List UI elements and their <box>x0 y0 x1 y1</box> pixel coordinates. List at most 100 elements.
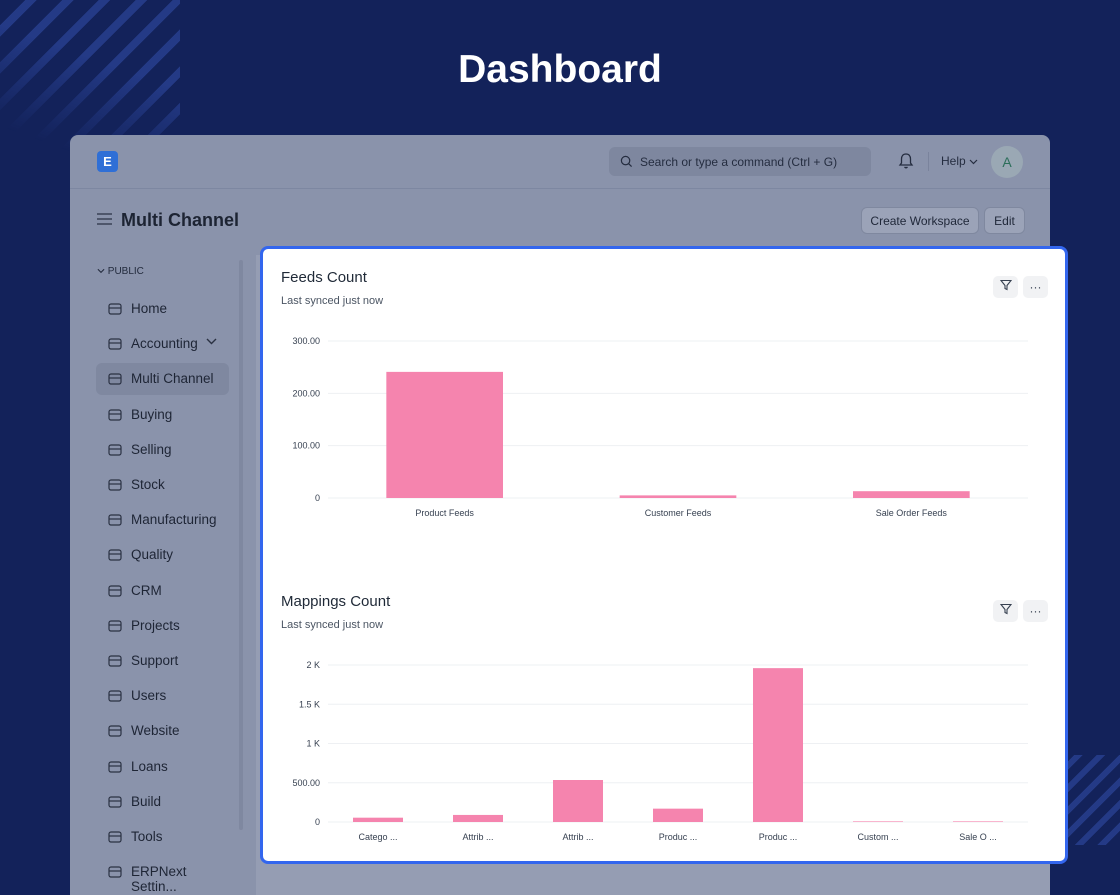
folder-icon <box>108 620 122 632</box>
hamburger-menu-icon[interactable] <box>97 213 112 225</box>
settings-icon <box>108 866 122 878</box>
crm-icon <box>108 584 122 597</box>
app-logo[interactable]: E <box>97 151 118 172</box>
sidebar-item[interactable]: Users <box>96 680 229 712</box>
x-tick-label: Customer Feeds <box>645 508 712 518</box>
navbar: E Search or type a command (Ctrl + G) He… <box>70 135 1050 189</box>
x-tick-label: Attrib ... <box>462 832 493 842</box>
bar[interactable] <box>753 668 803 822</box>
sidebar-item-label: Multi Channel <box>131 371 214 387</box>
sidebar-item-label: Support <box>131 653 179 668</box>
sidebar-item[interactable]: Website <box>96 715 229 747</box>
chevron-down-icon <box>969 159 978 165</box>
search-input[interactable]: Search or type a command (Ctrl + G) <box>609 147 871 176</box>
decorative-stripes <box>1060 755 1120 845</box>
sidebar-section-public[interactable]: PUBLIC <box>97 266 144 277</box>
filter-button[interactable] <box>993 276 1018 298</box>
card-subtitle: Last synced just now <box>281 295 384 307</box>
page-title: Multi Channel <box>121 210 239 230</box>
filter-icon <box>999 603 1012 615</box>
more-options-button[interactable]: ··· <box>1023 600 1048 622</box>
y-tick-label: 200.00 <box>292 388 320 398</box>
sidebar-item[interactable]: Build <box>96 786 229 818</box>
bar[interactable] <box>386 371 503 498</box>
notification-bell-icon[interactable] <box>898 152 914 170</box>
sidebar-item-label: Loans <box>131 758 168 774</box>
tools-icon <box>108 831 122 843</box>
bar[interactable] <box>353 817 403 822</box>
sidebar-scrollbar[interactable] <box>239 260 243 830</box>
chevron-down-icon <box>97 268 105 274</box>
sidebar-item-label: CRM <box>131 582 162 598</box>
bar[interactable] <box>619 495 737 498</box>
more-icon: ··· <box>1029 280 1042 294</box>
y-tick-label: 2 K <box>306 660 320 670</box>
bar[interactable] <box>953 821 1003 822</box>
create-workspace-button[interactable]: Create Workspace <box>861 207 979 234</box>
bar[interactable] <box>653 808 703 822</box>
sidebar-item[interactable]: Stock <box>96 469 229 501</box>
sidebar-item[interactable]: Multi Channel <box>96 363 229 396</box>
sidebar-item-label: Tools <box>131 829 163 844</box>
x-tick-label: Produc ... <box>759 832 798 842</box>
hero-title: Dashboard <box>458 48 662 91</box>
sidebar-section-label: PUBLIC <box>107 266 144 277</box>
x-tick-label: Catego ... <box>358 832 397 842</box>
sidebar-item[interactable]: Selling <box>96 434 229 466</box>
x-tick-label: Product Feeds <box>415 508 474 518</box>
x-tick-label: Custom ... <box>857 832 898 842</box>
sidebar-item[interactable]: CRM <box>96 575 229 607</box>
sidebar-item[interactable]: Loans <box>96 751 229 783</box>
sidebar-item[interactable]: Tools <box>96 821 229 853</box>
sidebar-item-label: Stock <box>131 477 165 492</box>
more-options-button[interactable]: ··· <box>1023 276 1048 298</box>
headset-icon <box>108 655 122 667</box>
x-tick-label: Sale O ... <box>959 832 997 842</box>
sidebar-item-label: Buying <box>131 406 173 422</box>
sidebar-item-label: Manufacturing <box>131 512 217 528</box>
sidebar-item[interactable]: Accounting <box>96 328 229 360</box>
avatar[interactable]: A <box>991 146 1023 178</box>
x-tick-label: Attrib ... <box>562 832 593 842</box>
search-placeholder: Search or type a command (Ctrl + G) <box>640 155 838 169</box>
sidebar-item-label: Projects <box>131 617 180 633</box>
sidebar-item[interactable]: Quality <box>96 539 229 571</box>
x-tick-label: Sale Order Feeds <box>876 508 948 518</box>
bar[interactable] <box>553 780 603 822</box>
help-menu[interactable]: Help <box>941 154 978 168</box>
filter-button[interactable] <box>993 600 1018 622</box>
sidebar-item-label: ERPNext Settin... <box>131 864 187 895</box>
chevron-down-icon[interactable] <box>206 338 217 345</box>
sidebar-item[interactable]: Manufacturing <box>96 504 229 536</box>
y-tick-label: 0 <box>315 493 320 503</box>
y-tick-label: 0 <box>315 817 320 827</box>
filter-icon <box>999 279 1012 291</box>
x-tick-label: Produc ... <box>659 832 698 842</box>
build-icon <box>108 796 122 808</box>
website-icon <box>108 725 122 737</box>
y-tick-label: 1.5 K <box>299 699 320 709</box>
accounting-icon <box>108 338 122 350</box>
sidebar-item[interactable]: Projects <box>96 610 229 642</box>
sidebar-item[interactable]: ERPNext Settin... <box>96 856 229 894</box>
sidebar-item[interactable]: Home <box>96 293 229 325</box>
help-label: Help <box>941 154 966 168</box>
sidebar-item-label: Website <box>131 723 180 739</box>
more-icon: ··· <box>1029 604 1042 618</box>
bar[interactable] <box>853 821 903 822</box>
card-subtitle: Last synced just now <box>281 619 384 631</box>
card-title: Mappings Count <box>281 593 391 610</box>
mappings-count-chart: 0 500.00 1 K 1.5 K 2 K Catego ... Attrib ... At… <box>292 660 1028 842</box>
edit-button[interactable]: Edit <box>984 207 1025 234</box>
multi-channel-icon <box>108 373 122 385</box>
mappings-count-card: Mappings Count Last synced just now ··· … <box>263 573 1065 863</box>
feeds-count-card: Feeds Count Last synced just now ··· 0 10… <box>263 249 1065 569</box>
sidebar-item[interactable]: Buying <box>96 399 229 431</box>
bar[interactable] <box>853 491 970 498</box>
sidebar-item[interactable]: Support <box>96 645 229 677</box>
quality-icon <box>108 549 122 561</box>
bar[interactable] <box>453 814 503 822</box>
stock-box-icon <box>108 479 122 491</box>
loans-icon <box>108 760 122 773</box>
buying-icon <box>108 408 122 421</box>
